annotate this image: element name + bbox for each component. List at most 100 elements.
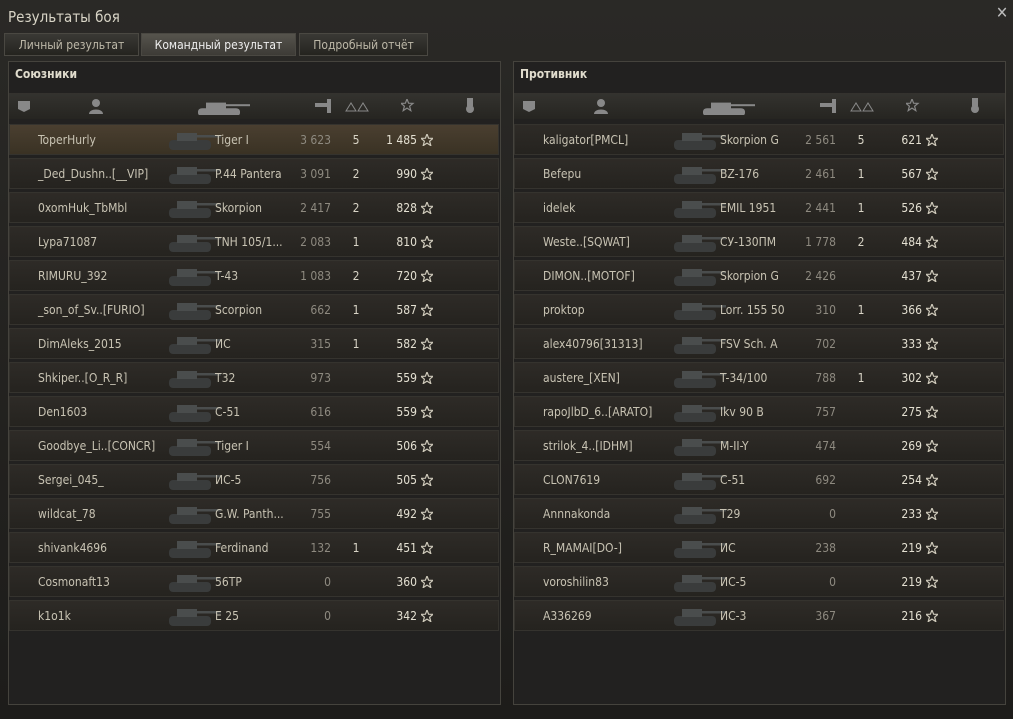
tab[interactable]: Подробный отчёт xyxy=(299,33,428,56)
header-icon xyxy=(906,99,920,112)
player-row: Weste..[SQWAT] СУ-130ПМ 1 778 2 484 xyxy=(514,226,1004,257)
header-icon xyxy=(315,99,331,113)
tank-name: G.W. Panth... xyxy=(215,507,284,521)
tank-name: Ferdinand xyxy=(215,541,269,555)
xp-star xyxy=(421,270,433,282)
damage: 3 091 xyxy=(300,167,331,181)
player-name: proktop xyxy=(543,303,585,317)
tank-icon xyxy=(169,167,221,184)
player-row: rapoJlbD_6..[ARATO] Ikv 90 B 757 275 xyxy=(514,396,1004,427)
xp-star xyxy=(926,508,938,520)
damage: 702 xyxy=(815,337,836,351)
xp-star xyxy=(421,542,433,554)
experience: 559 xyxy=(396,405,417,419)
experience: 275 xyxy=(901,405,922,419)
xp-star xyxy=(421,610,433,622)
player-name: Befepu xyxy=(543,167,582,181)
player-name: Shkiper..[O_R_R] xyxy=(38,371,128,385)
xp-star xyxy=(926,338,938,350)
damage: 1 083 xyxy=(300,269,331,283)
player-row: austere_[XEN] T-34/100 788 1 302 xyxy=(514,362,1004,393)
player-row: ToperHurly Tiger I 3 623 5 1 485 xyxy=(9,124,499,155)
player-name: Weste..[SQWAT] xyxy=(543,235,630,249)
frags: 2 xyxy=(352,201,360,215)
damage: 0 xyxy=(324,609,331,623)
xp-star xyxy=(421,304,433,316)
experience: 451 xyxy=(396,541,417,555)
experience: 526 xyxy=(901,201,922,215)
tank-name: FSV Sch. A xyxy=(720,337,778,351)
player-row: shivank4696 Ferdinand 132 1 451 xyxy=(9,532,499,563)
damage: 0 xyxy=(324,575,331,589)
xp-star xyxy=(421,134,433,146)
experience: 990 xyxy=(396,167,417,181)
close-button[interactable]: ✕ xyxy=(996,3,1009,22)
tank-name: Skorpion G xyxy=(720,133,779,147)
player-name: R_MAMAI[DO-] xyxy=(543,541,622,555)
xp-star xyxy=(926,372,938,384)
player-row: A336269 ИС-3 367 216 xyxy=(514,600,1004,631)
damage: 973 xyxy=(310,371,331,385)
player-name: 0xomHuk_TbMbl xyxy=(38,201,128,215)
player-name: wildcat_78 xyxy=(38,507,96,521)
damage: 0 xyxy=(829,507,836,521)
player-name: kaligator[PMCL] xyxy=(543,133,629,147)
player-row: RIMURU_392 T-43 1 083 2 720 xyxy=(9,260,499,291)
damage: 367 xyxy=(815,609,836,623)
tank-name: T29 xyxy=(720,507,741,521)
damage: 757 xyxy=(815,405,836,419)
tank-icon xyxy=(674,235,726,252)
player-name: Goodbye_Li..[CONCR] xyxy=(38,439,156,453)
tank-name: TNH 105/1... xyxy=(215,235,283,249)
tab[interactable]: Личный результат xyxy=(4,33,139,56)
damage: 2 441 xyxy=(805,201,836,215)
tank-icon xyxy=(674,337,726,354)
damage: 1 778 xyxy=(805,235,836,249)
player-row: proktop Lorr. 155 50 310 1 366 xyxy=(514,294,1004,325)
player-row: Shkiper..[O_R_R] T32 973 559 xyxy=(9,362,499,393)
tank-icon xyxy=(674,541,726,558)
experience: 302 xyxy=(901,371,922,385)
xp-star xyxy=(926,202,938,214)
tank-icon xyxy=(674,439,726,456)
tank-name: T32 xyxy=(215,371,236,385)
tab[interactable]: Командный результат xyxy=(141,33,296,56)
damage: 132 xyxy=(310,541,331,555)
damage: 2 461 xyxy=(805,167,836,181)
frags: 1 xyxy=(857,201,865,215)
player-name: Cosmonaft13 xyxy=(38,575,110,589)
tank-icon xyxy=(674,405,726,422)
player-row: Cosmonaft13 56TP 0 360 xyxy=(9,566,499,597)
experience: 828 xyxy=(396,201,417,215)
header-icon xyxy=(198,102,250,115)
tank-name: BZ-176 xyxy=(720,167,760,181)
xp-star xyxy=(421,202,433,214)
player-row: strilok_4..[IDHM] M-II-Y 474 269 xyxy=(514,430,1004,461)
tank-icon xyxy=(674,507,726,524)
frags: 2 xyxy=(857,235,865,249)
experience: 216 xyxy=(901,609,922,623)
player-name: rapoJlbD_6..[ARATO] xyxy=(543,405,653,419)
damage: 756 xyxy=(310,473,331,487)
player-row: 0xomHuk_TbMbl Skorpion 2 417 2 828 xyxy=(9,192,499,223)
experience: 269 xyxy=(901,439,922,453)
frags: 1 xyxy=(352,541,360,555)
tank-name: E 25 xyxy=(215,609,239,623)
experience: 219 xyxy=(901,575,922,589)
header-icon xyxy=(18,101,30,112)
player-row: wildcat_78 G.W. Panth... 755 492 xyxy=(9,498,499,529)
player-row: kaligator[PMCL] Skorpion G 2 561 5 621 xyxy=(514,124,1004,155)
experience: 492 xyxy=(396,507,417,521)
team-panel: Союзники ToperHurly Tiger I 3 623 5 1 485 _Ded… xyxy=(8,61,501,705)
header-icon xyxy=(466,98,474,113)
player-name: RIMURU_392 xyxy=(38,269,108,283)
player-name: alex40796[31313] xyxy=(543,337,643,351)
tank-icon xyxy=(169,473,221,490)
header-icon xyxy=(89,99,103,114)
tank-name: P.44 Pantera xyxy=(215,167,282,181)
frags: 1 xyxy=(857,371,865,385)
tank-icon xyxy=(674,371,726,388)
experience: 1 485 xyxy=(386,133,417,147)
tank-name: ИС xyxy=(720,541,736,555)
tank-icon xyxy=(169,439,221,456)
